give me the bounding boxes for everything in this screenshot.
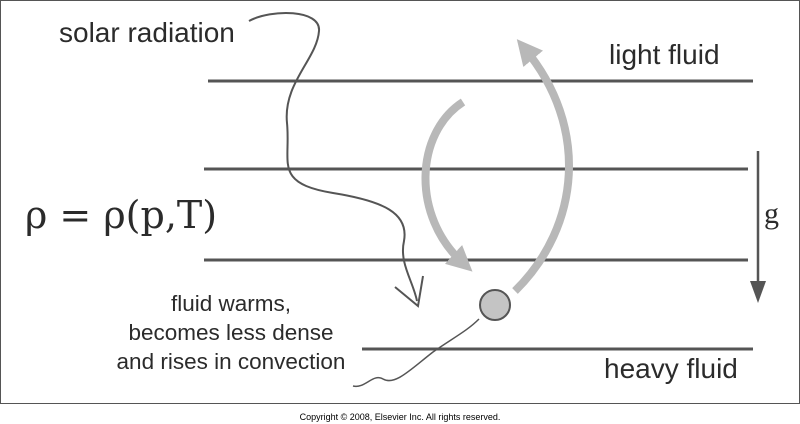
gravity-label: g [764, 197, 779, 230]
sinking-flow-arrow [421, 98, 473, 272]
convection-diagram [204, 12, 766, 388]
density-equation: ρ = ρ(p,T) [25, 193, 218, 237]
light-fluid-label: light fluid [609, 39, 720, 70]
note-leader-line [352, 318, 480, 388]
copyright-notice: Copyright © 2008, Elsevier Inc. All righ… [299, 412, 501, 422]
convection-note: fluid warms, becomes less dense and rise… [81, 289, 381, 376]
solar-radiation-wavy-arrow [248, 12, 418, 302]
gravity-arrow-icon [750, 281, 766, 303]
solar-radiation-label: solar radiation [59, 17, 235, 48]
diagram-frame: solar radiation light fluid heavy fluid … [0, 0, 800, 404]
note-line: fluid warms, [170, 291, 292, 316]
solar-radiation-arrowhead-icon [394, 275, 424, 308]
note-line: becomes less dense [128, 320, 334, 345]
heavy-fluid-label: heavy fluid [604, 353, 738, 384]
rising-flow-arrow [512, 39, 573, 294]
fluid-parcel-icon [479, 289, 511, 321]
note-line: and rises in convection [116, 349, 346, 374]
